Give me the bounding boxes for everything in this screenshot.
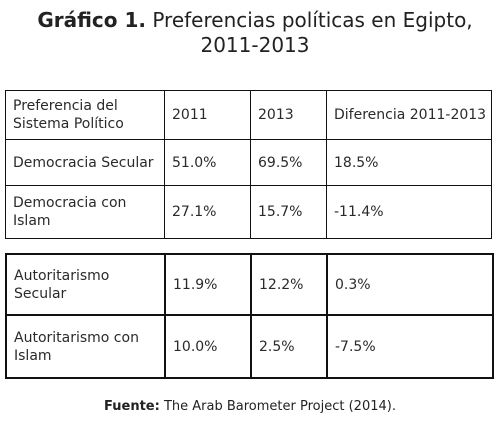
value-cell: 11.9% xyxy=(164,253,252,316)
row-label-cell: Autoritarismo con Islam xyxy=(5,314,166,379)
value-cell: -11.4% xyxy=(326,185,492,239)
table-row: Autoritarismo Secular 11.9% 12.2% 0.3% xyxy=(5,253,494,316)
value-cell: 18.5% xyxy=(326,139,492,186)
table-row: Autoritarismo con Islam 10.0% 2.5% -7.5% xyxy=(5,314,494,379)
row-label-cell: Democracia Secular xyxy=(5,139,165,186)
preferences-table-top: Preferencia del Sistema Político 2011 20… xyxy=(5,90,492,239)
value-cell: 12.2% xyxy=(250,253,328,316)
row-label-cell: Autoritarismo Secular xyxy=(5,253,166,316)
preferences-table-bottom: Autoritarismo Secular 11.9% 12.2% 0.3% A… xyxy=(5,253,494,379)
title-line-2: 2011-2013 xyxy=(200,33,310,57)
value-cell: 51.0% xyxy=(164,139,251,186)
source-note: Fuente: The Arab Barometer Project (2014… xyxy=(0,399,500,414)
source-label: Fuente: xyxy=(104,399,160,414)
value-cell: 15.7% xyxy=(250,185,327,239)
value-cell: -7.5% xyxy=(326,314,494,379)
table-row: Democracia con Islam 27.1% 15.7% -11.4% xyxy=(5,185,492,239)
source-text: The Arab Barometer Project (2014). xyxy=(159,399,396,414)
value-cell: 10.0% xyxy=(164,314,252,379)
header-cell: 2011 xyxy=(164,90,251,140)
table-row: Democracia Secular 51.0% 69.5% 18.5% xyxy=(5,139,492,186)
figure-label: Gráfico 1. xyxy=(37,8,146,32)
value-cell: 2.5% xyxy=(250,314,328,379)
header-cell: 2013 xyxy=(250,90,327,140)
value-cell: 27.1% xyxy=(164,185,251,239)
title-line-1: Preferencias políticas en Egipto, xyxy=(152,8,473,32)
table-header-row: Preferencia del Sistema Político 2011 20… xyxy=(5,90,492,140)
value-cell: 0.3% xyxy=(326,253,494,316)
figure-title: Gráfico 1. Preferencias políticas en Egi… xyxy=(20,8,490,58)
header-cell: Preferencia del Sistema Político xyxy=(5,90,165,140)
header-cell: Diferencia 2011-2013 xyxy=(326,90,492,140)
row-label-cell: Democracia con Islam xyxy=(5,185,165,239)
value-cell: 69.5% xyxy=(250,139,327,186)
